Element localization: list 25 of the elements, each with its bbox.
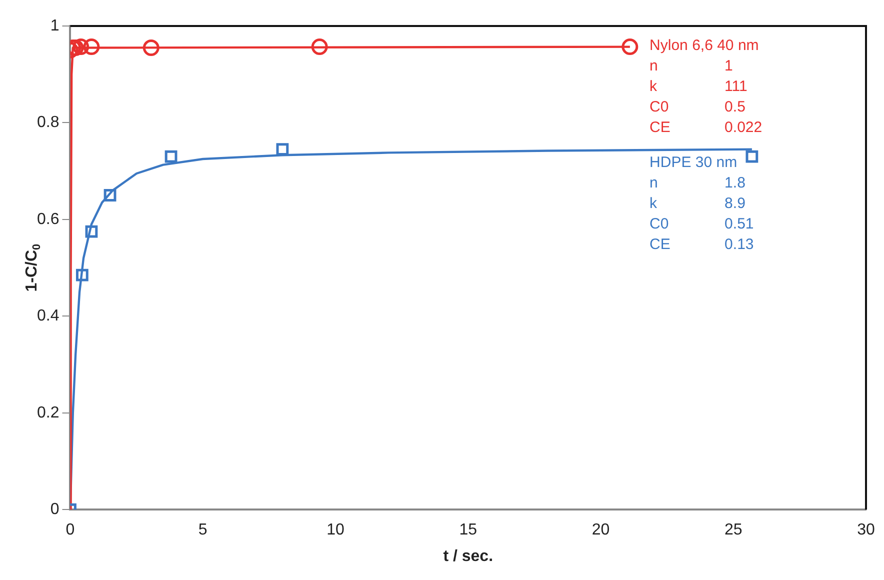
y-tick-label: 1 [50,17,60,34]
x-tick-label: 25 [724,522,742,539]
series-label: Nylon 6,6 40 nm [650,37,759,54]
y-tick-label: 0.2 [36,404,60,422]
y-tick-label: 0.6 [36,210,60,228]
x-axis-title: t / sec. [443,548,494,565]
y-axis-title: 1-C/C0 [23,244,44,292]
text: C0 0.5 [650,98,746,116]
x-tick-label: 5 [198,522,208,539]
x-tick-label: 10 [326,522,344,539]
series-label: HDPE 30 nm [650,154,738,172]
text: k 111 [650,78,748,96]
x-tick-label: 20 [592,522,610,539]
text: CE 0.022 [650,119,762,136]
y-tick-label: 0.4 [36,308,60,325]
x-tick-label: 15 [459,522,478,539]
y-tick-label: 0.8 [36,114,60,132]
text: n 1 [650,58,733,75]
x-tick-label: 0 [66,522,75,539]
x-tick-label: 30 [857,522,875,539]
text: CE 0.13 [650,236,754,254]
text: k 8.9 [650,195,746,212]
text: n 1.8 [650,174,746,192]
text: C0 0.51 [650,216,754,233]
y-tick-label: 0 [50,501,60,518]
